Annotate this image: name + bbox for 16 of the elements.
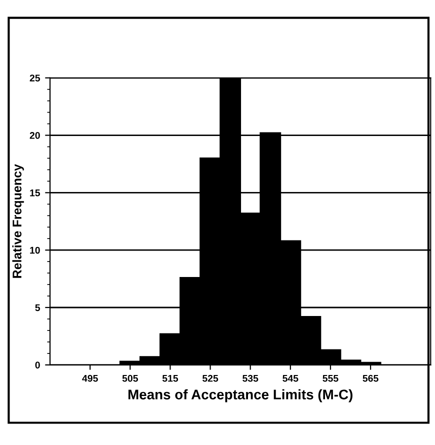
x-tick-label: 565 bbox=[362, 374, 378, 382]
y-tick-label: 0 bbox=[35, 362, 40, 369]
x-tick-label: 545 bbox=[282, 374, 298, 382]
y-axis-title: Relative Frequency bbox=[12, 164, 24, 278]
y-tick-label: 10 bbox=[30, 246, 40, 254]
x-tick-label: 495 bbox=[82, 374, 98, 382]
x-axis-title: Means of Acceptance Limits (M-C) bbox=[128, 389, 352, 402]
x-tick-label: 535 bbox=[242, 374, 258, 382]
x-tick-label: 515 bbox=[162, 374, 178, 382]
y-tick-label: 20 bbox=[30, 132, 40, 139]
y-tick-label: 5 bbox=[35, 304, 40, 312]
x-tick-label: 555 bbox=[322, 374, 338, 382]
y-tick-label: 25 bbox=[30, 74, 40, 82]
y-tick-label: 15 bbox=[30, 190, 40, 196]
x-tick-label: 505 bbox=[122, 374, 138, 382]
x-tick-label: 525 bbox=[202, 374, 218, 382]
